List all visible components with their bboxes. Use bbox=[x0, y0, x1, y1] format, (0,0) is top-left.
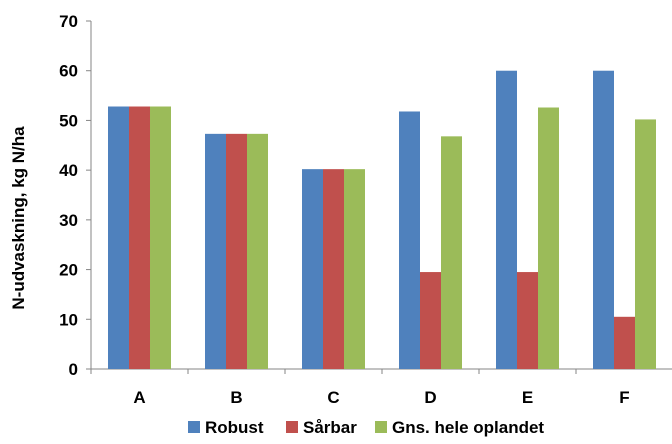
y-tick-label: 30 bbox=[59, 211, 78, 230]
bar-F-3 bbox=[635, 119, 656, 369]
bar-A-1 bbox=[108, 107, 129, 369]
bar-C-1 bbox=[302, 169, 323, 369]
bar-A-2 bbox=[129, 107, 150, 369]
y-tick-label: 70 bbox=[59, 12, 78, 31]
bar-B-3 bbox=[247, 134, 268, 369]
bar-B-1 bbox=[205, 134, 226, 369]
legend-label: Gns. hele oplandet bbox=[392, 418, 544, 437]
bar-D-1 bbox=[399, 111, 420, 369]
legend: Robust Sårbar Gns. hele oplandet bbox=[188, 418, 544, 437]
y-tick-label: 10 bbox=[59, 310, 78, 329]
bar-E-3 bbox=[538, 108, 559, 369]
x-tick-label: E bbox=[522, 388, 533, 407]
bar-C-3 bbox=[344, 169, 365, 369]
y-tick-label: 60 bbox=[59, 62, 78, 81]
legend-swatch bbox=[375, 421, 387, 433]
y-axis-title: N-udvaskning, kg N/ha bbox=[9, 126, 28, 310]
x-tick-label: D bbox=[424, 388, 436, 407]
x-tick-label: A bbox=[133, 388, 145, 407]
x-tick-label: C bbox=[327, 388, 339, 407]
legend-label: Robust bbox=[205, 418, 264, 437]
bar-E-2 bbox=[517, 272, 538, 369]
bar-A-3 bbox=[150, 107, 171, 369]
legend-swatch bbox=[188, 421, 200, 433]
bar-D-2 bbox=[420, 272, 441, 369]
legend-label: Sårbar bbox=[303, 418, 357, 437]
axes bbox=[86, 21, 672, 374]
x-tick-label: B bbox=[230, 388, 242, 407]
bars bbox=[108, 71, 656, 369]
y-tick-label: 0 bbox=[69, 360, 78, 379]
y-tick-label: 50 bbox=[59, 111, 78, 130]
bar-B-2 bbox=[226, 134, 247, 369]
bar-D-3 bbox=[441, 136, 462, 369]
y-tick-label: 40 bbox=[59, 161, 78, 180]
bar-C-2 bbox=[323, 169, 344, 369]
y-tick-label: 20 bbox=[59, 261, 78, 280]
bar-F-1 bbox=[593, 71, 614, 369]
legend-swatch bbox=[286, 421, 298, 433]
x-tick-label: F bbox=[619, 388, 629, 407]
bar-F-2 bbox=[614, 317, 635, 369]
bar-E-1 bbox=[496, 71, 517, 369]
y-axis-title-group: N-udvaskning, kg N/ha bbox=[9, 126, 28, 310]
